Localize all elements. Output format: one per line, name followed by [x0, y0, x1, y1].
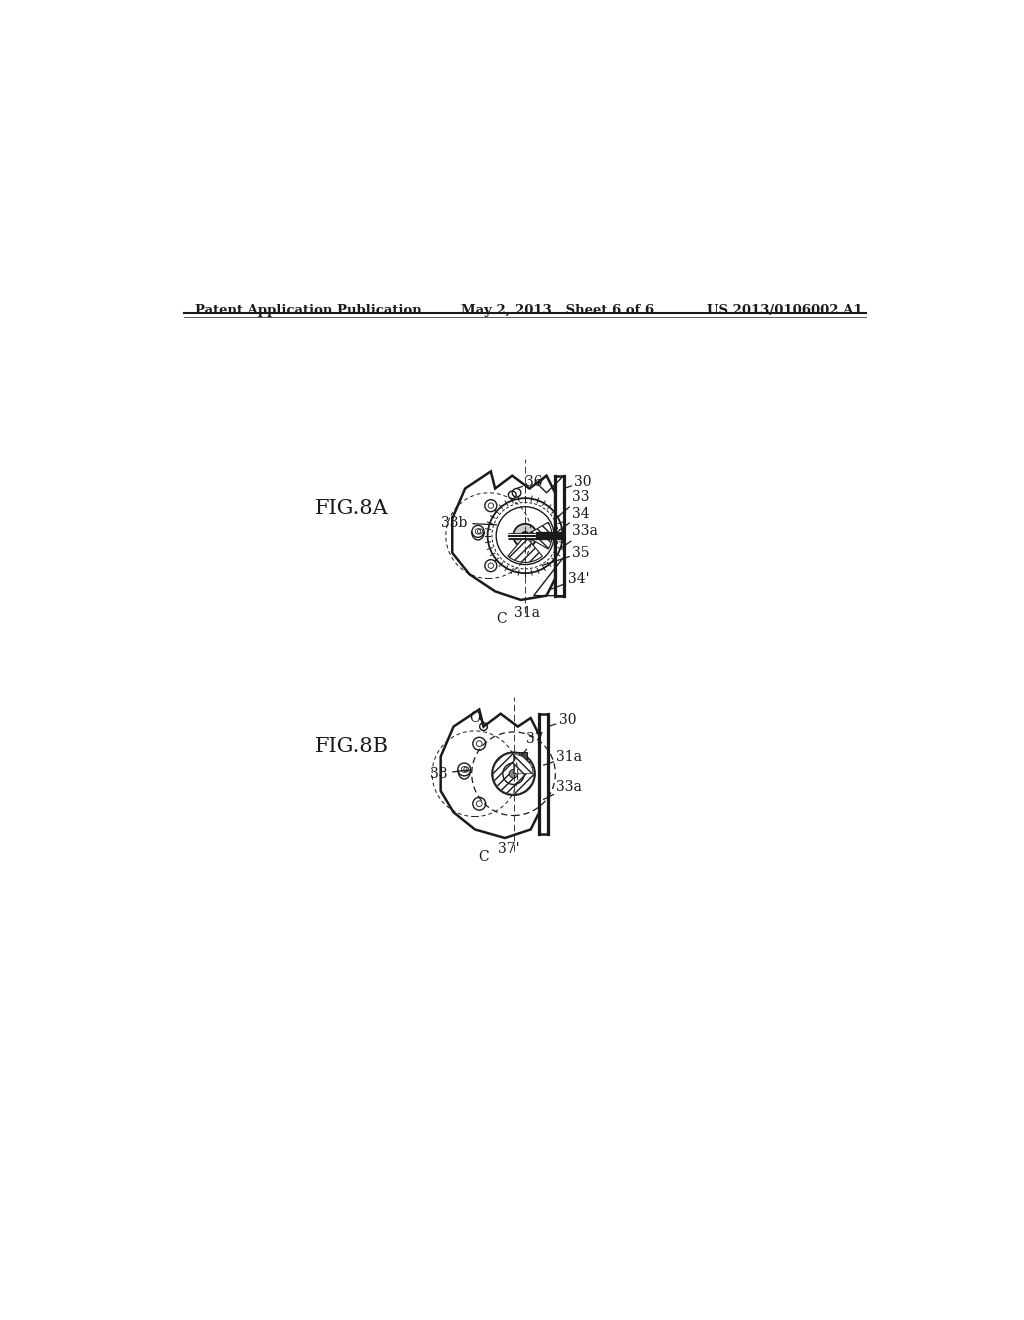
Text: 37: 37 [522, 733, 544, 755]
Text: 34': 34' [551, 572, 590, 589]
Text: 35: 35 [543, 545, 590, 565]
Wedge shape [525, 523, 552, 549]
Circle shape [509, 770, 518, 777]
Circle shape [513, 524, 537, 548]
Polygon shape [519, 752, 527, 760]
Text: Patent Application Publication: Patent Application Publication [196, 304, 422, 317]
Text: 30: 30 [563, 475, 592, 490]
Text: FIG.8B: FIG.8B [314, 738, 388, 756]
Text: 30: 30 [548, 713, 577, 727]
Text: 31a: 31a [514, 606, 541, 620]
Text: 33a: 33a [544, 780, 583, 800]
Text: 37': 37' [499, 842, 520, 857]
Wedge shape [513, 755, 532, 774]
Circle shape [521, 532, 529, 540]
Text: 33b: 33b [441, 516, 497, 529]
Text: 33: 33 [558, 490, 590, 517]
Text: C: C [478, 850, 488, 863]
Text: 34: 34 [555, 507, 590, 533]
Wedge shape [494, 754, 534, 795]
Text: 33a: 33a [560, 524, 598, 549]
Text: O: O [469, 711, 480, 725]
Text: 36: 36 [516, 475, 543, 490]
Wedge shape [508, 536, 543, 562]
Text: C: C [497, 611, 507, 626]
Text: 38: 38 [430, 767, 470, 780]
Text: US 2013/0106002 A1: US 2013/0106002 A1 [708, 304, 863, 317]
Text: May 2, 2013   Sheet 6 of 6: May 2, 2013 Sheet 6 of 6 [461, 304, 654, 317]
Text: 31a: 31a [544, 750, 583, 766]
Text: FIG.8A: FIG.8A [314, 499, 388, 519]
